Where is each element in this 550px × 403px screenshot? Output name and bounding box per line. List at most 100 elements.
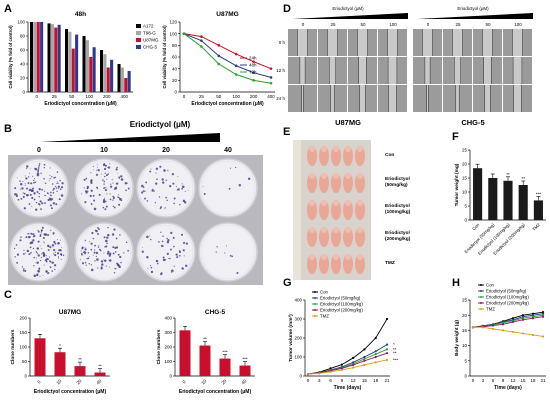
b-colony-dot [44,190,46,192]
b-colony-dot [123,252,125,254]
g-point-4 [363,363,366,367]
c1-y-tick-label: 200 [19,316,27,321]
b-colony-dot [58,186,60,188]
b-colony-dot [57,239,59,241]
b-colony-dot [115,237,118,240]
b-colony-dot [13,247,16,250]
b-colony-dot [59,239,61,241]
b-colony-dot [152,188,154,190]
b-colony-dot [92,194,95,197]
f-bar [488,178,498,220]
b-colony-dot [30,182,33,185]
a1-x-tick-label: 25 [52,94,58,99]
d-header: Eriodictyol (μM) [332,6,364,11]
g-x-tick-label: 18 [373,378,379,383]
b-colony-dot [28,203,31,205]
f-significance: ** [521,176,525,181]
d-dose-label: 25 [455,22,461,27]
b-colony-dot [92,169,94,171]
g-x-tick-label: 0 [307,378,310,383]
b-colony-dot [101,173,103,175]
b-plate-rim [138,160,194,216]
a1-bar-T98-G [120,67,124,92]
g-x-tick-label: 3 [318,378,321,383]
b-colony-dot [19,188,21,190]
e-group-label: (100mg/kg) [385,209,411,215]
b-colony-dot [88,256,90,258]
b-colony-dot [55,185,57,188]
a1-bar-U87MG [89,57,93,92]
a2-line-48h [183,33,272,78]
b-colony-dot [162,258,166,262]
h-y-tick-label: 5 [464,358,467,363]
d-wound-gap [387,29,398,56]
h-legend-marker [480,302,482,304]
b-colony-dot [171,271,173,273]
a1-legend-label: U87MG [143,38,159,43]
e-mouse-head [333,254,339,260]
c2-y-tick-label: 0 [169,374,172,379]
a2-point-48h [200,39,203,42]
b-colony-dot [49,196,51,198]
b-colony-dot [33,265,35,267]
a1-bar-U87MG [36,22,40,92]
b-colony-dot [146,256,149,259]
c2-ylabel: Clone numbers [156,329,162,364]
b-colony-dot [49,246,52,249]
g-legend-marker [314,291,316,293]
b-colony-dot [49,204,52,207]
b-colony-dot [97,227,99,229]
b-colony-dot [109,185,113,188]
c2-bar [179,330,191,376]
b-colony-dot [96,169,97,171]
b-plate-rim [76,160,132,216]
a1-ylabel: Cell viability (% fold of control) [8,25,13,89]
d-group-label: CHG-5 [461,118,484,127]
e-mouse [331,200,341,220]
a2-y-tick-label: 40 [172,66,178,71]
b-colony-dot [61,182,64,185]
b-colony-dot [161,244,164,247]
f-bar [503,180,513,220]
b-colony-dot [173,245,175,248]
c1-bar [34,338,46,376]
a1-bar-CHG-5 [57,24,61,92]
b-colony-dot [101,263,104,266]
g-point-2 [385,348,389,351]
b-colony-dot [32,235,35,238]
h-line-4 [473,326,544,337]
b-colony-dot [104,186,106,189]
g-point-0 [385,317,389,321]
g-significance: *** [393,357,399,362]
b-colony-dot [141,191,144,194]
b-colony-dot [156,262,159,265]
e-mouse [319,173,329,193]
b-colony-dot [41,202,44,205]
b-colony-dot [160,231,162,233]
b-colony-dot [100,267,103,270]
b-colony-dot [89,241,91,243]
b-colony-dot [46,192,49,194]
b-colony-dot [38,202,40,205]
h-xlabel: Time (days) [494,385,522,391]
b-colony-dot [82,251,85,253]
b-colony-dot [42,251,45,255]
c2-y-tick-label: 100 [164,359,172,364]
b-colony-dot [57,242,60,245]
g-point-4 [385,358,389,361]
b-colony-dot [158,241,160,243]
e-mouse-head [357,254,363,260]
b-dose-label: 40 [224,147,232,154]
b-colony-dot [95,255,98,258]
b-colony-dot [39,245,41,247]
b-colony-dot [22,195,25,198]
a1-xlabel: Eriodictyol concentration (μM) [44,101,117,107]
b-colony-dot [26,187,28,190]
e-group-label: Con [385,152,394,158]
b-colony-dot [33,256,35,259]
b-colony-dot [106,242,108,245]
b-colony-dot [37,168,40,171]
b-colony-dot [93,207,97,211]
b-colony-dot [80,193,82,195]
